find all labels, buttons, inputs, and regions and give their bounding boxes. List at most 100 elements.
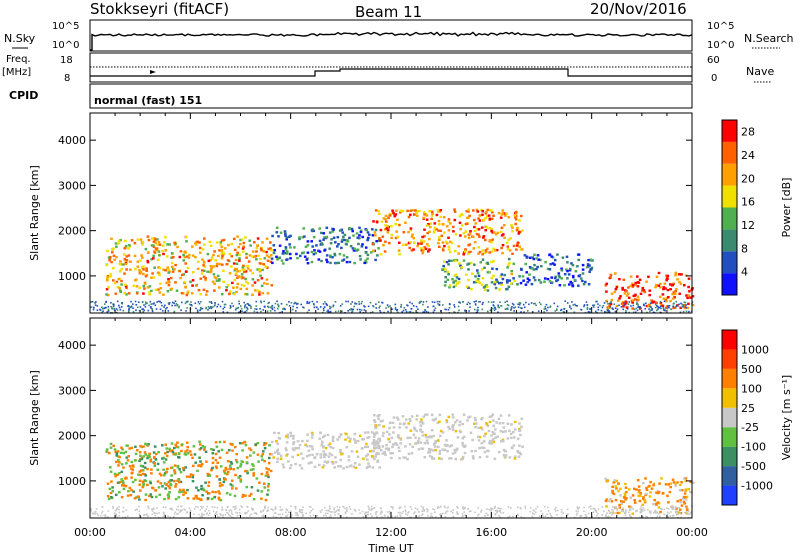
echo-cell bbox=[208, 240, 212, 244]
echo-cell bbox=[184, 466, 187, 469]
ground-scatter-cell bbox=[378, 301, 380, 303]
echo-cell bbox=[170, 287, 173, 291]
echo-cell bbox=[492, 274, 495, 277]
echo-cell bbox=[171, 270, 175, 273]
echo-cell bbox=[173, 469, 176, 472]
echo-cell bbox=[157, 250, 161, 253]
echo-cell bbox=[320, 231, 323, 235]
ground-scatter-cell bbox=[683, 511, 686, 514]
echo-cell bbox=[384, 218, 387, 221]
echo-cell bbox=[553, 258, 557, 262]
ground-scatter-cell bbox=[330, 306, 332, 309]
echo-cell bbox=[276, 450, 279, 453]
echo-cell bbox=[499, 414, 503, 417]
ground-scatter-cell bbox=[554, 508, 556, 510]
echo-cell bbox=[201, 445, 205, 448]
ground-scatter-cell bbox=[474, 511, 476, 514]
ground-scatter-cell bbox=[438, 300, 441, 303]
ground-scatter-cell bbox=[277, 304, 280, 307]
echo-cell bbox=[206, 252, 210, 256]
echo-cell bbox=[497, 282, 501, 285]
ground-scatter-cell bbox=[126, 515, 129, 517]
echo-cell bbox=[622, 500, 625, 503]
ground-scatter-cell bbox=[450, 510, 452, 513]
ground-scatter-cell bbox=[580, 515, 583, 517]
echo-cell bbox=[287, 460, 290, 463]
echo-cell bbox=[344, 242, 348, 246]
ground-scatter-cell bbox=[494, 513, 497, 516]
ground-scatter-cell bbox=[305, 512, 307, 515]
echo-cell bbox=[125, 462, 128, 465]
ground-scatter-cell bbox=[228, 514, 231, 517]
ground-scatter-cell bbox=[543, 308, 546, 310]
echo-cell bbox=[510, 423, 513, 426]
y-tick-label: 4000 bbox=[58, 134, 86, 147]
ground-scatter-cell bbox=[544, 505, 546, 508]
echo-cell bbox=[504, 450, 507, 453]
echo-cell bbox=[448, 259, 451, 262]
ground-scatter-cell bbox=[90, 509, 92, 512]
echo-cell bbox=[199, 251, 202, 254]
ground-scatter-cell bbox=[396, 309, 399, 311]
ground-scatter-cell bbox=[302, 515, 304, 517]
echo-cell bbox=[139, 444, 142, 448]
echo-cell bbox=[502, 440, 505, 443]
echo-cell bbox=[409, 429, 413, 432]
x-tick-label: 16:00 bbox=[475, 526, 507, 539]
echo-cell bbox=[139, 454, 142, 457]
echo-cell bbox=[614, 288, 618, 291]
echo-cell bbox=[398, 422, 402, 425]
echo-cell bbox=[173, 464, 177, 467]
echo-cell bbox=[429, 225, 432, 229]
echo-cell bbox=[218, 440, 222, 444]
ground-scatter-cell bbox=[588, 512, 590, 515]
echo-cell bbox=[229, 460, 233, 464]
echo-cell bbox=[119, 260, 122, 263]
ground-scatter-cell bbox=[366, 513, 369, 516]
echo-cell bbox=[261, 453, 265, 456]
ground-scatter-cell bbox=[361, 510, 364, 513]
echo-cell bbox=[413, 426, 416, 429]
ground-scatter-cell bbox=[200, 306, 202, 309]
echo-cell bbox=[468, 232, 472, 235]
echo-cell bbox=[333, 254, 337, 257]
echo-cell bbox=[204, 277, 207, 280]
echo-cell bbox=[120, 463, 124, 466]
ground-scatter-cell bbox=[422, 303, 424, 306]
ground-scatter-cell bbox=[130, 305, 133, 308]
echo-cell bbox=[117, 481, 121, 484]
ground-scatter-cell bbox=[350, 307, 353, 310]
ground-scatter-cell bbox=[306, 302, 308, 305]
ground-scatter-cell bbox=[213, 506, 216, 509]
echo-cell bbox=[185, 293, 189, 297]
echo-cell bbox=[154, 452, 158, 456]
echo-cell bbox=[212, 448, 215, 452]
ground-scatter-cell bbox=[205, 306, 208, 309]
ground-scatter-cell bbox=[205, 307, 207, 310]
echo-cell bbox=[182, 466, 185, 470]
echo-cell bbox=[161, 249, 164, 253]
echo-cell bbox=[463, 250, 467, 253]
ground-scatter-cell bbox=[498, 514, 500, 517]
ground-scatter-cell bbox=[663, 300, 666, 303]
echo-cell bbox=[202, 275, 206, 278]
echo-cell bbox=[618, 506, 622, 509]
freq-label: Freq. bbox=[6, 54, 31, 65]
echo-cell bbox=[467, 208, 470, 211]
echo-cell bbox=[687, 294, 691, 297]
ground-scatter-cell bbox=[510, 309, 512, 311]
echo-cell bbox=[577, 253, 581, 256]
echo-cell bbox=[652, 503, 655, 506]
echo-cell bbox=[285, 441, 289, 444]
ground-scatter-cell bbox=[421, 513, 424, 515]
ground-scatter-cell bbox=[135, 304, 138, 306]
ground-scatter-cell bbox=[271, 308, 274, 311]
ground-scatter-cell bbox=[255, 513, 258, 516]
ground-scatter-cell bbox=[534, 302, 536, 305]
echo-cell bbox=[404, 221, 407, 224]
echo-cell bbox=[189, 450, 192, 453]
echo-cell bbox=[256, 453, 260, 456]
echo-cell bbox=[453, 210, 457, 213]
echo-cell bbox=[441, 448, 444, 451]
echo-cell bbox=[120, 446, 123, 449]
